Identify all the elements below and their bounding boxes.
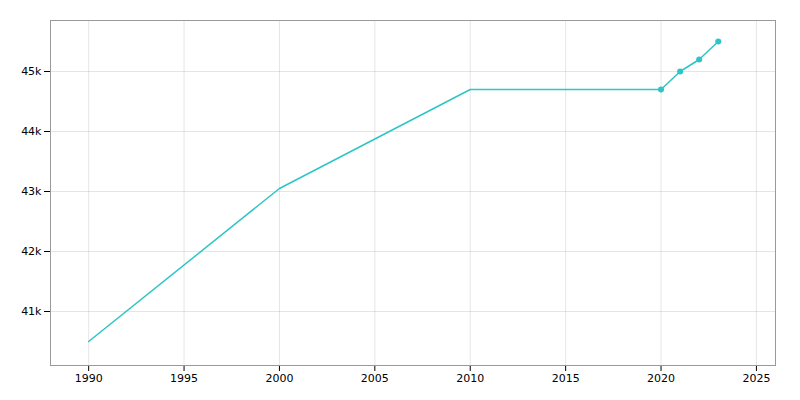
svg-text:43k: 43k [21,185,42,198]
svg-text:2025: 2025 [742,372,770,385]
svg-text:42k: 42k [21,245,42,258]
svg-text:2020: 2020 [647,372,675,385]
svg-text:44k: 44k [21,125,42,138]
svg-text:45k: 45k [21,65,42,78]
svg-text:2010: 2010 [456,372,484,385]
svg-text:1990: 1990 [75,372,103,385]
svg-text:2015: 2015 [552,372,580,385]
svg-text:2000: 2000 [265,372,293,385]
svg-text:1995: 1995 [170,372,198,385]
svg-text:2005: 2005 [361,372,389,385]
svg-text:41k: 41k [21,305,42,318]
